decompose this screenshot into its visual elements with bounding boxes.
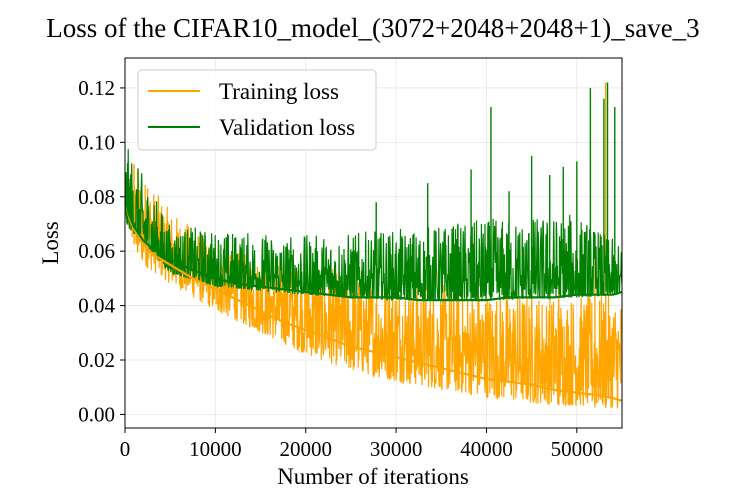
x-tick-label: 50000 bbox=[551, 437, 604, 461]
x-tick-label: 40000 bbox=[460, 437, 513, 461]
y-tick-label: 0.04 bbox=[78, 294, 115, 318]
y-tick-label: 0.12 bbox=[78, 76, 115, 100]
x-tick-label: 30000 bbox=[370, 437, 423, 461]
legend-label-validation-loss: Validation loss bbox=[219, 115, 355, 140]
legend: Training loss Validation loss bbox=[137, 69, 377, 151]
x-tick-label: 10000 bbox=[189, 437, 242, 461]
x-axis-ticks: 0 10000 20000 30000 40000 50000 bbox=[120, 428, 603, 461]
validation-loss-noise bbox=[125, 148, 622, 302]
y-tick-label: 0.00 bbox=[78, 402, 115, 426]
x-tick-label: 0 bbox=[120, 437, 131, 461]
validation-loss-line bbox=[125, 199, 622, 302]
training-loss-line bbox=[125, 199, 622, 402]
y-axis-label: Loss bbox=[38, 221, 63, 265]
plot-area bbox=[125, 82, 622, 409]
chart-title: Loss of the CIFAR10_model_(3072+2048+204… bbox=[46, 13, 699, 43]
legend-label-training-loss: Training loss bbox=[219, 79, 339, 104]
y-tick-label: 0.10 bbox=[78, 130, 115, 154]
y-tick-label: 0.08 bbox=[78, 185, 115, 209]
validation-loss-band bbox=[125, 82, 622, 302]
plot-frame bbox=[124, 57, 623, 429]
y-axis-ticks: 0.00 0.02 0.04 0.06 0.08 0.10 0.12 bbox=[78, 76, 125, 426]
y-tick-label: 0.02 bbox=[78, 348, 115, 372]
x-tick-label: 20000 bbox=[279, 437, 332, 461]
series-layer bbox=[125, 199, 622, 402]
y-tick-label: 0.06 bbox=[78, 239, 115, 263]
x-axis-label: Number of iterations bbox=[277, 464, 469, 489]
